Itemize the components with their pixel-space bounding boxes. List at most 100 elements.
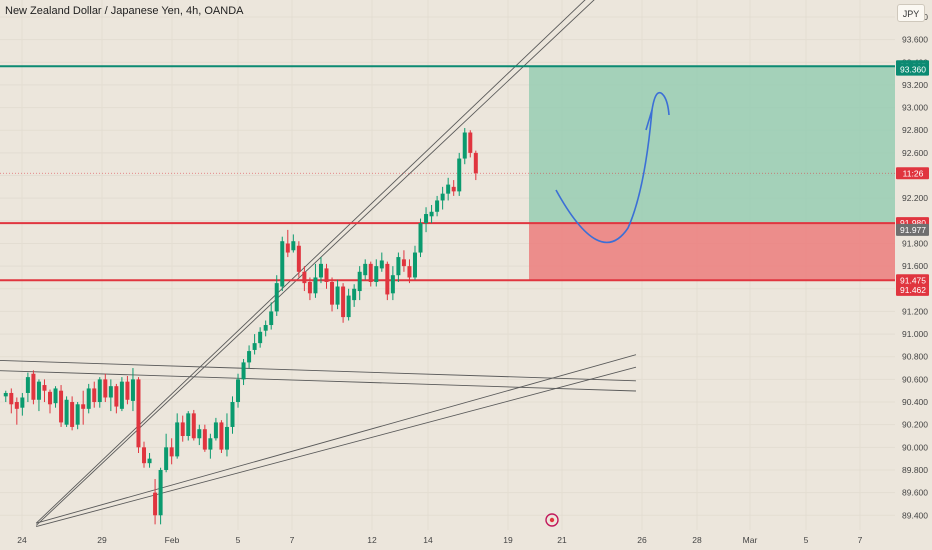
- price-tick-label: 89.600: [902, 488, 928, 498]
- candle-body: [175, 422, 180, 457]
- candle-body: [330, 281, 335, 305]
- trendline: [0, 370, 637, 392]
- price-label-bg: [896, 63, 929, 76]
- candle-body: [70, 402, 75, 427]
- price-tick-label: 89.400: [902, 510, 928, 520]
- time-tick-label: 14: [423, 535, 433, 545]
- candle-body: [114, 386, 119, 407]
- candle-body: [75, 404, 80, 425]
- time-tick-label: 7: [290, 535, 295, 545]
- candle-body: [446, 184, 451, 194]
- position-zones: [529, 66, 895, 281]
- candle-body: [252, 343, 257, 350]
- candle-body: [130, 379, 135, 401]
- time-tick-label: 28: [692, 535, 702, 545]
- candle-body: [169, 447, 174, 457]
- candle-body: [241, 362, 246, 380]
- candle-body: [64, 399, 69, 425]
- candle-body: [346, 295, 351, 318]
- candle-body: [147, 458, 152, 464]
- candle-body: [9, 392, 14, 405]
- candle-body: [92, 388, 97, 403]
- candle-body: [125, 381, 130, 400]
- candle-body: [36, 381, 41, 400]
- candle-body: [224, 426, 229, 450]
- price-tick-label: 91.200: [902, 306, 928, 316]
- price-tick-label: 92.200: [902, 193, 928, 203]
- price-label-bg: [896, 283, 929, 296]
- time-tick-label: 24: [17, 535, 27, 545]
- price-label: 91.462: [900, 285, 926, 295]
- candle-body: [379, 260, 384, 269]
- projection-arc: [555, 91, 670, 244]
- candle-body: [230, 402, 235, 427]
- candle-body: [407, 266, 412, 278]
- time-tick-label: Mar: [743, 535, 758, 545]
- candle-body: [258, 331, 263, 344]
- candle-body: [164, 447, 169, 470]
- candle-body: [81, 404, 86, 409]
- candle-body: [269, 311, 274, 326]
- candle-body: [363, 263, 368, 276]
- candle-body: [25, 377, 30, 393]
- candle-body: [119, 381, 124, 409]
- currency-button[interactable]: JPY: [897, 4, 925, 22]
- candle-body: [31, 373, 36, 400]
- time-tick-label: 21: [557, 535, 567, 545]
- candle-body: [153, 492, 158, 516]
- candle-body: [462, 132, 467, 159]
- candle-body: [48, 391, 53, 405]
- price-label-bg: [896, 274, 929, 287]
- candle-body: [191, 413, 196, 439]
- candle-body: [302, 271, 307, 284]
- time-tick-label: 12: [367, 535, 377, 545]
- candle-body: [247, 351, 252, 363]
- candle-body: [263, 325, 268, 331]
- candles: [3, 127, 478, 525]
- candle-body: [335, 286, 340, 305]
- time-tick-label: Feb: [165, 535, 180, 545]
- time-tick-label: 26: [637, 535, 647, 545]
- candle-body: [186, 413, 191, 437]
- time-axis-bg: [0, 530, 932, 550]
- candle-body: [401, 259, 406, 267]
- chart-title: New Zealand Dollar / Japanese Yen, 4h, O…: [5, 5, 244, 17]
- time-tick-label: 29: [97, 535, 107, 545]
- trendline: [35, 0, 586, 524]
- price-tick-label: 90.000: [902, 442, 928, 452]
- price-label-bg: [896, 167, 929, 180]
- price-label: 91.475: [900, 275, 926, 285]
- candle-body: [368, 263, 373, 282]
- price-tick-label: 93.000: [902, 103, 928, 113]
- candle-body: [341, 286, 346, 318]
- price-label: 91.977: [900, 225, 926, 235]
- candle-body: [20, 397, 25, 408]
- candle-body: [108, 386, 113, 398]
- candle-body: [158, 469, 163, 516]
- projection-drawing: [555, 91, 670, 244]
- loss-zone: [529, 223, 895, 281]
- candle-body: [468, 132, 473, 153]
- candle-body: [457, 158, 462, 192]
- horizontal-levels: [0, 65, 895, 282]
- candle-body: [385, 263, 390, 295]
- price-tick-label: 91.600: [902, 261, 928, 271]
- candle-body: [208, 438, 213, 450]
- price-tick-label: 92.600: [902, 148, 928, 158]
- price-tick-label: 93.200: [902, 80, 928, 90]
- candle-body: [97, 379, 102, 403]
- time-tick-label: 5: [236, 535, 241, 545]
- grid: [0, 0, 895, 530]
- candle-body: [202, 429, 207, 450]
- candle-body: [390, 275, 395, 294]
- price-tick-label: 89.800: [902, 465, 928, 475]
- price-tick-label: 90.200: [902, 420, 928, 430]
- candle-body: [42, 385, 47, 391]
- candle-body: [53, 388, 58, 404]
- event-marker-dot: [549, 517, 555, 523]
- price-tick-label: 93.600: [902, 35, 928, 45]
- time-tick-label: 7: [858, 535, 863, 545]
- trendline: [35, 0, 595, 526]
- trendline: [0, 360, 637, 382]
